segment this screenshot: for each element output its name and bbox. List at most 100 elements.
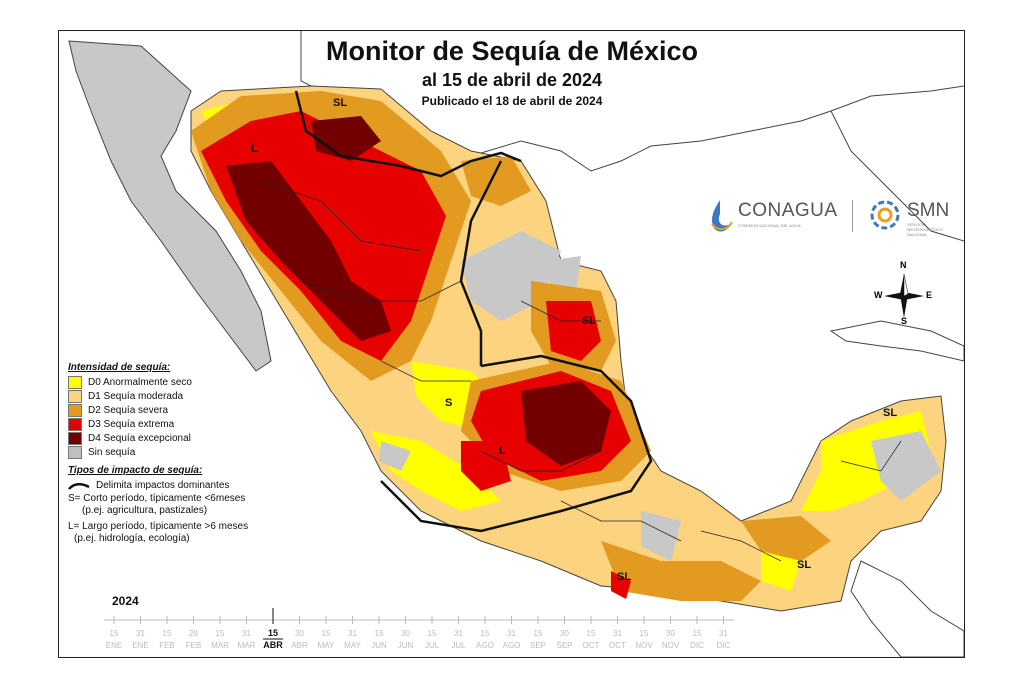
legend-item: Sin sequía bbox=[68, 445, 308, 459]
state-borders bbox=[260, 180, 902, 562]
legend-item: D3 Sequía extrema bbox=[68, 417, 308, 431]
central-america-outline bbox=[850, 560, 964, 657]
timeline-day-label: 15 bbox=[216, 629, 225, 638]
conagua-subtitle: COMISIÓN NACIONAL DEL AGUA bbox=[738, 223, 801, 228]
timeline-month-label: SEP bbox=[530, 641, 546, 650]
label-sl-oaxaca: SL bbox=[617, 571, 632, 583]
timeline-day-label: 15 bbox=[110, 629, 119, 638]
timeline-day-label: 15 bbox=[640, 629, 649, 638]
legend-item-label: D4 Sequía excepcional bbox=[88, 432, 191, 444]
label-s-center: S bbox=[445, 397, 453, 409]
timeline-day-label: 15 bbox=[534, 629, 543, 638]
timeline-month-label: SEP bbox=[556, 641, 572, 650]
legend-item: D2 Sequía severa bbox=[68, 403, 308, 417]
logo-divider bbox=[852, 200, 853, 232]
timeline-month-label: AGO bbox=[503, 641, 521, 650]
publication-date: Publicado el 18 de abril de 2024 bbox=[421, 94, 603, 108]
legend-short-examples: (p.ej. agricultura, pastizales) bbox=[82, 505, 208, 516]
nodrought-west bbox=[379, 441, 411, 471]
map-title: Monitor de Sequía de México bbox=[325, 36, 699, 66]
legend-swatch bbox=[68, 403, 82, 417]
legend-item-label: D3 Sequía extrema bbox=[88, 418, 175, 430]
timeline-day-label: 15 bbox=[587, 629, 596, 638]
timeline-day-label: 30 bbox=[560, 629, 569, 638]
timeline-month-label: JUN bbox=[371, 641, 387, 650]
nodrought-tamps bbox=[546, 256, 581, 291]
timeline-day-label: 15 bbox=[481, 629, 490, 638]
timeline-month-label: ABR bbox=[291, 641, 308, 650]
timeline-month-label: MAY bbox=[344, 641, 361, 650]
timeline-ticks: 15 ENE 31 ENE 15 FEB 29 FEB 15 MAR 31 MAR 15 ABR 30 ABR… bbox=[106, 608, 731, 650]
label-sl-northwest: SL bbox=[333, 97, 348, 109]
timeline-day-label: 29 bbox=[189, 629, 198, 638]
smn-subtitle: SERVICIO METEOROLÓGICO NACIONAL bbox=[907, 222, 943, 237]
baja-california bbox=[68, 40, 272, 372]
compass-east: E bbox=[926, 290, 933, 300]
label-l-center: L bbox=[499, 445, 506, 457]
timeline-day-label: 31 bbox=[348, 629, 357, 638]
map-subtitle: al 15 de abril de 2024 bbox=[421, 70, 603, 90]
d2-chiapas bbox=[741, 516, 831, 561]
legend-item: D0 Anormalmente seco bbox=[68, 375, 308, 389]
legend-intensity-header: Intensidad de sequía: bbox=[68, 362, 171, 373]
legend-items: D0 Anormalmente seco D1 Sequía moderada D2… bbox=[68, 375, 308, 459]
compass-west: W bbox=[874, 290, 883, 300]
legend-impact-line-label: Delimita impactos dominantes bbox=[96, 480, 230, 491]
smn-name: SMN bbox=[907, 200, 950, 221]
compass-icon bbox=[884, 273, 924, 318]
d2-tabasco bbox=[461, 156, 531, 206]
timeline-month-label: OCT bbox=[609, 641, 626, 650]
legend: Intensidad de sequía: D0 Anormalmente se… bbox=[68, 362, 308, 545]
d3-jalisco bbox=[461, 441, 511, 491]
label-sl-chiapas: SL bbox=[797, 559, 812, 571]
d4-chihuahua bbox=[311, 116, 381, 161]
timeline-month-label: DIC bbox=[717, 641, 731, 650]
impact-line-center bbox=[380, 354, 653, 533]
d3-northeast bbox=[546, 301, 601, 361]
impact-line-icon bbox=[68, 482, 90, 490]
legend-swatch bbox=[68, 389, 82, 403]
timeline-year: 2024 bbox=[112, 594, 139, 608]
timeline-month-label: OCT bbox=[583, 641, 600, 650]
legend-short-term: S= Corto período, típicamente <6meses bbox=[68, 493, 246, 504]
timeline-month-label: DIC bbox=[690, 641, 704, 650]
timeline-day-label: 15 bbox=[268, 628, 278, 638]
legend-impact-line-row: Delimita impactos dominantes bbox=[68, 480, 308, 491]
timeline-day-label: 15 bbox=[428, 629, 437, 638]
timeline-day-label: 15 bbox=[693, 629, 702, 638]
label-sl-northeast: SL bbox=[582, 315, 597, 327]
legend-item-label: D1 Sequía moderada bbox=[88, 390, 184, 402]
drought-map bbox=[68, 31, 964, 657]
logos: CONAGUA COMISIÓN NACIONAL DEL AGUA SMN S… bbox=[706, 196, 956, 240]
timeline-day-label: 31 bbox=[613, 629, 622, 638]
timeline-month-label: FEB bbox=[186, 641, 202, 650]
timeline: 15 ENE 31 ENE 15 FEB 29 FEB 15 MAR 31 MAR 15 ABR 30 ABR… bbox=[104, 608, 734, 650]
legend-swatch bbox=[68, 431, 82, 445]
timeline-month-label: ABR bbox=[263, 640, 283, 650]
legend-swatch bbox=[68, 375, 82, 389]
d2-south bbox=[601, 541, 761, 601]
timeline-month-label: JUL bbox=[425, 641, 440, 650]
compass-north: N bbox=[900, 260, 907, 270]
timeline-day-label: 15 bbox=[375, 629, 384, 638]
d4-center bbox=[521, 381, 611, 466]
legend-item-label: D2 Sequía severa bbox=[88, 404, 169, 416]
legend-item-label: D0 Anormalmente seco bbox=[88, 376, 192, 388]
timeline-day-label: 15 bbox=[322, 629, 331, 638]
legend-item: D1 Sequía moderada bbox=[68, 389, 308, 403]
legend-swatch bbox=[68, 417, 82, 431]
smn-logo-icon bbox=[870, 200, 900, 230]
compass-rose: N S E W bbox=[874, 260, 934, 328]
legend-long-term: L= Largo período, típicamente >6 meses bbox=[68, 521, 249, 532]
cuba-outline bbox=[829, 320, 964, 362]
nodrought-oaxaca bbox=[641, 511, 681, 561]
impact-line-north bbox=[294, 90, 522, 178]
timeline-month-label: FEB bbox=[159, 641, 175, 650]
map-frame: SL L SL L S SL SL SL bbox=[58, 30, 965, 658]
timeline-month-label: AGO bbox=[476, 641, 494, 650]
timeline-day-label: 30 bbox=[401, 629, 410, 638]
timeline-month-label: MAR bbox=[238, 641, 256, 650]
timeline-month-label: MAY bbox=[318, 641, 335, 650]
legend-item-label: Sin sequía bbox=[88, 446, 136, 458]
timeline-day-label: 30 bbox=[666, 629, 675, 638]
